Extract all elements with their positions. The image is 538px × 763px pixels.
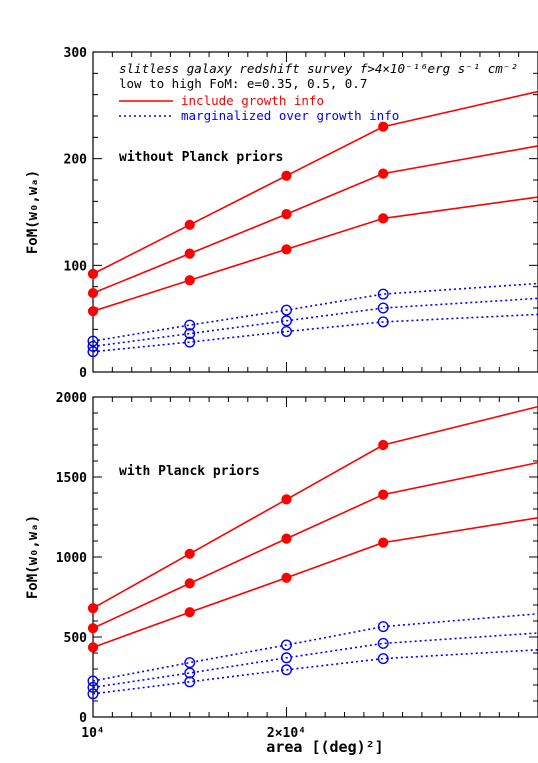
bottom-series-line-1 [92, 405, 538, 609]
bottom-y-tick-label: 2000 [56, 391, 87, 406]
top-plot: 0 100 200 300 [64, 46, 538, 381]
bottom-series-5-point [280, 652, 292, 664]
bottom-series-4-point [377, 621, 389, 633]
fom-order-note: low to high FoM: e=0.35, 0.5, 0.7 [119, 76, 367, 91]
bottom-series-line-3 [92, 517, 538, 649]
top-series-6-point [87, 346, 99, 358]
bottom-y-tick-label: 1500 [56, 471, 87, 486]
top-y-tick-label: 100 [64, 259, 88, 274]
bottom-series-1-point [87, 603, 99, 614]
top-series-5-point [280, 315, 292, 327]
bottom-series-2-point [281, 533, 292, 544]
x-tick-label: 2×10⁴ [267, 726, 306, 741]
bottom-series-4-point [280, 639, 292, 651]
top-series-1-point [184, 219, 195, 230]
bottom-series-4-point [87, 675, 99, 687]
top-y-tick-label: 200 [64, 153, 88, 168]
x-tick-label: 10⁴ [81, 726, 104, 741]
bottom-series-6-point [87, 688, 99, 700]
top-series-4-point [280, 304, 292, 316]
top-series-1-point [378, 121, 389, 132]
top-series-line-4 [92, 282, 538, 342]
top-series-2-point [87, 287, 99, 299]
bottom-series-2-point [184, 578, 195, 589]
legend-include-label: include growth info [181, 93, 324, 108]
top-series-3-point [281, 244, 292, 255]
top-series-5-point [184, 328, 196, 340]
top-series-2-point [281, 209, 292, 220]
bottom-series-3-point [87, 642, 99, 653]
top-series-2-point [378, 168, 389, 179]
x-axis-title: area [(deg)²] [266, 738, 383, 756]
top-series-line-6 [92, 313, 538, 353]
top-panel-note: without Planck priors [119, 150, 283, 165]
bottom-series-6-point [184, 676, 196, 688]
bottom-series-5-point [87, 681, 99, 693]
bottom-series-6-point [377, 653, 389, 665]
bottom-series-1-point [281, 494, 292, 505]
top-y-axis-title: FoM(w₀,wₐ) [25, 170, 41, 254]
bottom-series-1-point [184, 548, 195, 559]
bottom-series-5-point [184, 667, 196, 679]
bottom-series-3-point [184, 607, 195, 618]
bottom-series-line-4 [92, 613, 538, 682]
survey-title: slitless galaxy redshift survey f>4×10⁻¹… [119, 61, 518, 76]
bottom-series-3-point [378, 537, 389, 548]
bottom-y-tick-label: 0 [79, 711, 87, 726]
top-y-tick-label: 0 [79, 366, 87, 381]
top-series-5-point [377, 302, 389, 314]
bottom-plot-frame [92, 396, 538, 718]
bottom-plot: 0 500 1000 1500 2000 10⁴ 2×10⁴ [56, 391, 538, 741]
bottom-series-line-2 [92, 461, 538, 629]
top-series-1-point [281, 170, 292, 181]
bottom-series-3-point [281, 572, 292, 583]
bottom-series-2-point [87, 623, 99, 634]
bottom-panel-note: with Planck priors [119, 464, 260, 479]
bottom-series-2-point [378, 489, 389, 500]
top-series-3-point [184, 275, 195, 286]
bottom-series-line-5 [92, 632, 538, 689]
top-series-6-point [280, 325, 292, 337]
top-series-6-point [184, 336, 196, 348]
bottom-y-tick-label: 500 [64, 631, 88, 646]
top-series-line-5 [92, 297, 538, 348]
bottom-series-5-point [377, 637, 389, 649]
bottom-series-line-6 [92, 649, 538, 695]
top-series-1-point [87, 268, 99, 279]
top-series-line-3 [92, 196, 538, 312]
top-series-3-point [87, 306, 99, 317]
bottom-y-tick-label: 1000 [56, 551, 87, 566]
top-series-4-point [377, 288, 389, 300]
bottom-series-6-point [280, 664, 292, 676]
top-series-4-point [184, 319, 196, 331]
top-series-6-point [377, 316, 389, 328]
top-series-3-point [378, 213, 389, 224]
top-series-2-point [184, 248, 195, 259]
bottom-y-axis-title: FoM(w₀,wₐ) [25, 515, 41, 599]
top-y-tick-label: 300 [64, 46, 88, 61]
legend-marginalized-label: marginalized over growth info [181, 108, 399, 123]
bottom-series-1-point [378, 439, 389, 451]
top-plot-frame [92, 51, 538, 373]
top-series-line-2 [92, 145, 538, 294]
bottom-series-4-point [184, 657, 196, 669]
